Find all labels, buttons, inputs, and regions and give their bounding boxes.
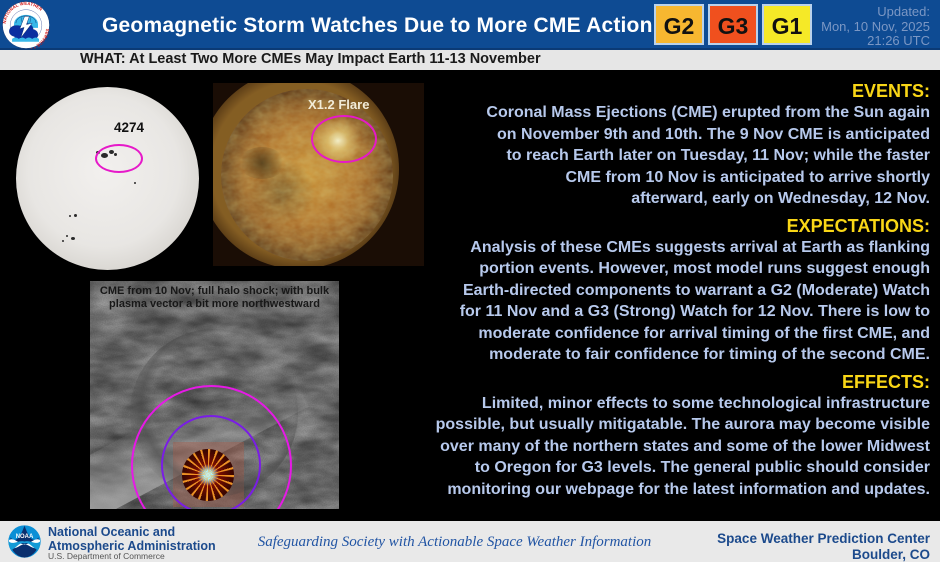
svg-text:NOAA: NOAA bbox=[16, 534, 34, 540]
